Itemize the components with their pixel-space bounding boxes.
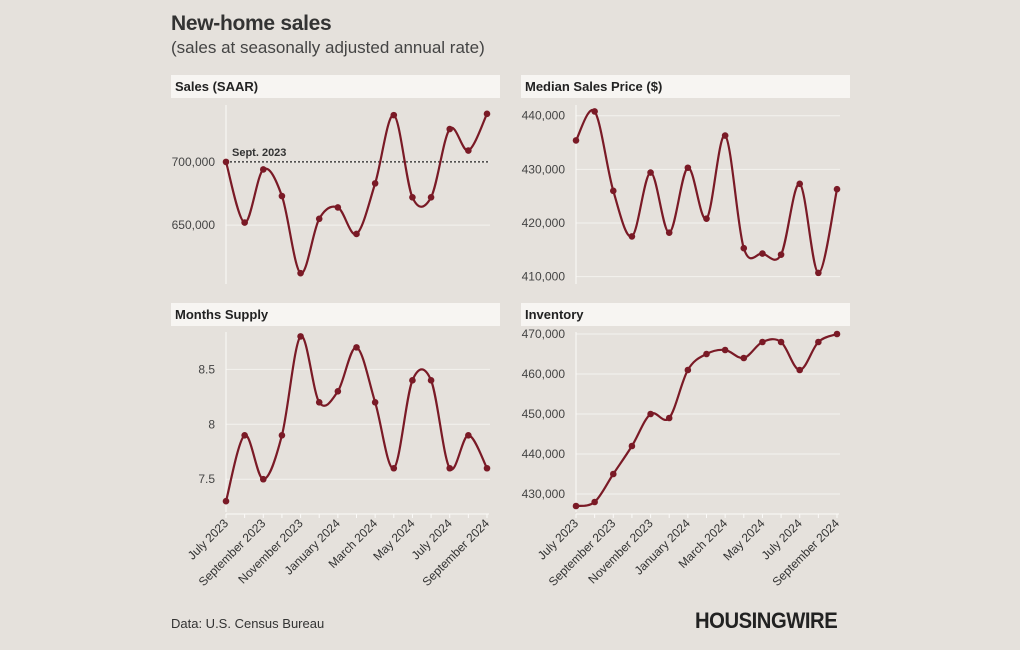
sales-data-point	[315, 215, 323, 223]
months-supply-data-point	[465, 431, 472, 439]
months-supply-data-point	[278, 431, 286, 439]
inventory-xtick-label: November 2023	[585, 516, 656, 587]
sales-data-point	[446, 125, 454, 133]
page-title: New-home sales	[171, 12, 332, 35]
sales-data-point	[278, 192, 286, 200]
months-supply-xtick-label: May 2024	[370, 516, 417, 563]
inventory-data-point	[684, 366, 692, 374]
median-price-ytick-label: 430,000	[522, 162, 566, 176]
inventory-data-point	[572, 502, 580, 510]
inventory-xtick-label: September 2024	[769, 516, 842, 589]
sales-series-line	[224, 113, 488, 275]
inventory-xtick-label: September 2023	[546, 516, 619, 589]
sales-data-point	[483, 110, 491, 118]
months-supply-xtick-label: November 2023	[235, 516, 306, 587]
median-price-data-point	[609, 187, 617, 195]
months-supply-series-line	[224, 335, 488, 502]
median-price-data-point	[759, 250, 766, 257]
median-price-data-point	[628, 233, 636, 240]
median-price-data-point	[815, 269, 822, 277]
sales-ytick-label: 700,000	[172, 155, 216, 169]
sales-data-point	[409, 193, 416, 201]
inventory-ytick-label: 470,000	[522, 327, 566, 341]
inventory-data-point	[721, 346, 729, 354]
panel-header-inventory: Inventory	[521, 303, 850, 326]
months-supply-data-point	[241, 431, 248, 439]
inventory-ytick-label: 450,000	[522, 407, 566, 421]
sales-data-point	[241, 219, 248, 226]
panel-header-months-supply: Months Supply	[171, 303, 500, 326]
median-price-data-point	[796, 180, 804, 188]
inventory-ytick-label: 430,000	[522, 487, 566, 501]
months-supply-data-point	[259, 475, 267, 483]
median-price-data-point	[684, 164, 692, 172]
sales-data-point	[297, 269, 304, 277]
median-price-ytick-label: 410,000	[522, 270, 566, 284]
months-supply-data-point	[483, 464, 491, 472]
page-subtitle: (sales at seasonally adjusted annual rat…	[171, 38, 485, 57]
median-price-data-point	[591, 108, 598, 115]
median-price-data-point	[721, 132, 729, 139]
panel-header-median-price: Median Sales Price ($)	[521, 75, 850, 98]
sales-data-point	[390, 111, 398, 119]
inventory-ytick-label: 460,000	[522, 367, 566, 381]
inventory-data-point	[740, 354, 748, 362]
months-supply-data-point	[222, 497, 230, 505]
inventory-data-point	[647, 410, 654, 418]
median-price-data-point	[572, 137, 580, 144]
inventory-xtick-label: May 2024	[720, 516, 767, 563]
sales-data-point	[371, 180, 379, 187]
inventory-ytick-label: 440,000	[522, 447, 566, 461]
inventory-data-point	[759, 338, 766, 346]
sales-data-point	[222, 158, 230, 166]
months-supply-xtick-label: September 2024	[419, 516, 492, 589]
months-supply-data-point	[315, 399, 323, 406]
months-supply-data-point	[334, 388, 342, 395]
source-note: Data: U.S. Census Bureau	[171, 616, 325, 631]
inventory-data-point	[796, 366, 804, 374]
panel-header-sales: Sales (SAAR)	[171, 75, 500, 98]
inventory-series-line	[575, 332, 838, 508]
sales-data-point	[334, 204, 342, 211]
inventory-data-point	[815, 338, 822, 346]
inventory-data-point	[591, 498, 598, 506]
inventory-data-point	[628, 442, 636, 450]
median-price-data-point	[740, 244, 748, 252]
sales-data-point	[427, 193, 435, 201]
sales-data-point	[353, 230, 360, 238]
sales-data-point	[465, 147, 472, 154]
median-price-ytick-label: 420,000	[522, 216, 566, 230]
median-price-ytick-label: 440,000	[522, 109, 566, 123]
sales-ytick-label: 650,000	[172, 218, 216, 232]
months-supply-data-point	[390, 464, 398, 472]
months-supply-data-point	[446, 464, 454, 472]
months-supply-data-point	[371, 399, 379, 406]
inventory-data-point	[833, 330, 841, 338]
months-supply-ytick-label: 7.5	[198, 472, 215, 486]
sales-data-point	[259, 166, 267, 173]
median-price-data-point	[647, 169, 654, 176]
months-supply-data-point	[353, 344, 360, 351]
months-supply-data-point	[409, 377, 416, 384]
inventory-data-point	[703, 350, 710, 358]
months-supply-data-point	[427, 377, 435, 384]
inventory-data-point	[665, 414, 673, 422]
inventory-data-point	[777, 338, 785, 346]
median-price-data-point	[665, 229, 673, 236]
sales-reference-label: Sept. 2023	[232, 147, 286, 159]
median-price-data-point	[703, 215, 710, 223]
median-price-data-point	[833, 185, 841, 193]
housingwire-logo: HOUSINGWIRE	[695, 608, 838, 633]
median-price-data-point	[777, 251, 785, 258]
months-supply-xtick-label: September 2023	[196, 516, 269, 589]
months-supply-data-point	[297, 333, 304, 340]
months-supply-ytick-label: 8	[208, 417, 215, 431]
months-supply-ytick-label: 8.5	[198, 362, 215, 376]
inventory-data-point	[609, 470, 617, 478]
